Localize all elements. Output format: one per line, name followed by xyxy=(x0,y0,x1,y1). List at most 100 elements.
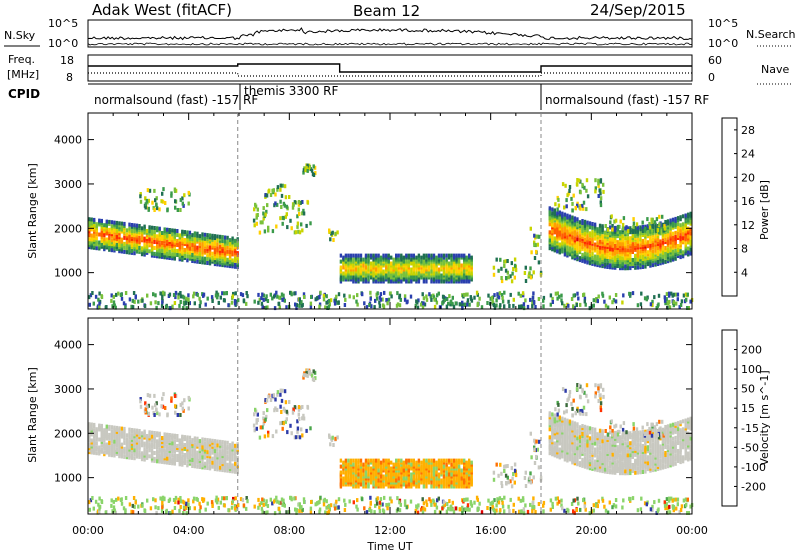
power-cell xyxy=(128,235,130,239)
velocity-cell xyxy=(410,477,412,481)
power-cell xyxy=(162,187,164,191)
power-cell xyxy=(473,296,475,300)
power-cell xyxy=(605,304,607,308)
power-cell xyxy=(288,195,290,199)
power-cell xyxy=(644,265,646,269)
velocity-cell xyxy=(400,475,402,479)
power-cell xyxy=(450,300,452,304)
velocity-cell xyxy=(106,443,108,447)
power-cell xyxy=(400,276,402,280)
power-cell xyxy=(143,237,145,241)
power-cell xyxy=(413,272,415,276)
power-cell xyxy=(216,242,218,246)
power-cell xyxy=(642,239,644,243)
power-cell xyxy=(103,245,105,249)
velocity-cell xyxy=(169,433,171,437)
power-cell xyxy=(276,295,278,299)
velocity-cell xyxy=(174,440,176,444)
power-cell xyxy=(181,246,183,250)
power-cell xyxy=(440,254,442,258)
velocity-cell xyxy=(463,485,465,489)
power-cell xyxy=(637,238,639,242)
power-cell xyxy=(651,229,653,233)
velocity-cell xyxy=(393,463,395,467)
power-cell xyxy=(634,266,636,270)
power-cell xyxy=(220,296,222,300)
power-cell xyxy=(584,238,586,242)
power-cell xyxy=(410,295,412,299)
power-cell xyxy=(204,249,206,253)
colorbar-tick-label: 16 xyxy=(741,195,755,208)
velocity-cell xyxy=(136,429,138,433)
power-cell xyxy=(579,190,581,194)
power-cell xyxy=(180,294,182,298)
power-cell xyxy=(563,304,565,308)
power-cell xyxy=(499,291,501,295)
velocity-cell xyxy=(156,449,158,453)
power-cell xyxy=(309,221,311,225)
power-cell xyxy=(310,302,312,306)
power-cell xyxy=(380,256,382,260)
power-cell xyxy=(398,254,400,258)
power-cell xyxy=(171,236,173,240)
power-cell xyxy=(219,261,221,265)
power-cell xyxy=(278,302,280,306)
power-cell xyxy=(211,256,213,260)
power-cell xyxy=(647,240,649,244)
power-cell xyxy=(146,229,148,233)
power-cell xyxy=(644,241,646,245)
power-cell xyxy=(174,189,176,193)
power-cell xyxy=(561,212,563,216)
velocity-cell xyxy=(430,485,432,489)
velocity-cell xyxy=(96,427,98,431)
power-cell xyxy=(133,291,135,295)
velocity-cell xyxy=(214,445,216,449)
power-cell xyxy=(334,302,336,306)
power-cell xyxy=(689,300,691,304)
power-cell xyxy=(604,231,606,235)
power-cell xyxy=(687,213,689,217)
velocity-cell xyxy=(226,445,228,449)
power-cell xyxy=(672,250,674,254)
power-cell xyxy=(256,222,258,226)
nsearch-trace xyxy=(88,43,692,45)
power-cell xyxy=(430,270,432,274)
power-cell xyxy=(377,291,379,295)
power-cell xyxy=(552,300,554,304)
velocity-cell xyxy=(385,459,387,463)
velocity-cell xyxy=(385,471,387,475)
power-cell xyxy=(549,238,551,242)
power-cell xyxy=(187,293,189,297)
power-cell xyxy=(576,241,578,245)
velocity-cell xyxy=(206,466,208,470)
power-cell xyxy=(123,301,125,305)
power-cell xyxy=(186,254,188,258)
velocity-cell xyxy=(171,457,173,461)
power-cell xyxy=(682,250,684,254)
power-cell xyxy=(443,254,445,258)
power-cell xyxy=(679,223,681,227)
power-cell xyxy=(534,256,536,260)
power-cell xyxy=(347,254,349,258)
power-cell xyxy=(443,260,445,264)
velocity-cell xyxy=(184,453,186,457)
velocity-cell xyxy=(413,459,415,463)
power-cell xyxy=(408,278,410,282)
power-cell xyxy=(611,228,613,232)
velocity-cell xyxy=(362,463,364,467)
velocity-cell xyxy=(403,477,405,481)
power-cell xyxy=(522,291,524,295)
power-cell xyxy=(91,222,93,226)
power-cell xyxy=(209,233,211,237)
velocity-cell xyxy=(231,457,233,461)
power-ylabel: Slant Range [km] xyxy=(26,163,39,259)
velocity-cell xyxy=(594,448,596,452)
power-cell xyxy=(566,193,568,197)
velocity-cell xyxy=(468,459,470,463)
power-cell xyxy=(589,249,591,253)
power-cell xyxy=(294,303,296,307)
velocity-cell xyxy=(430,459,432,463)
power-cell xyxy=(410,254,412,258)
power-cell xyxy=(254,300,256,304)
power-cell xyxy=(463,280,465,284)
